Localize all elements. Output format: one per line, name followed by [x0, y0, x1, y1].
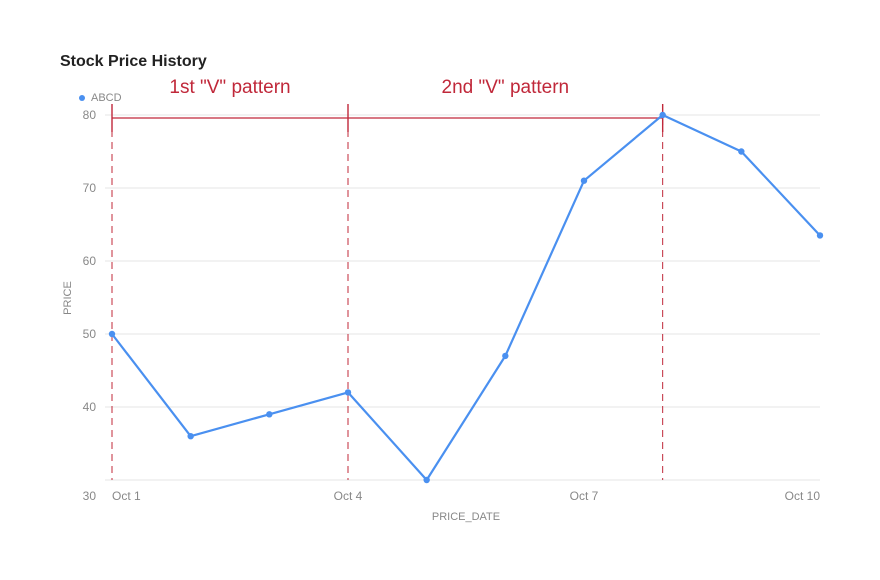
data-point: [345, 389, 351, 395]
data-point: [266, 411, 272, 417]
y-tick-label: 70: [83, 181, 97, 195]
y-axis-label: PRICE: [62, 281, 74, 315]
x-tick-label: Oct 10: [785, 489, 821, 503]
x-axis-label: PRICE_DATE: [432, 511, 500, 523]
y-tick-label: 60: [83, 254, 97, 268]
annotation-label: 2nd "V" pattern: [442, 77, 570, 98]
data-point: [581, 178, 587, 184]
data-point: [109, 331, 115, 337]
data-point: [659, 112, 665, 118]
y-tick-label: 40: [83, 400, 97, 414]
y-tick-label: 50: [83, 327, 97, 341]
x-tick-label: Oct 7: [570, 489, 599, 503]
x-tick-label: Oct 1: [112, 489, 141, 503]
y-tick-label: 80: [83, 108, 97, 122]
x-tick-label: Oct 4: [334, 489, 363, 503]
data-point: [187, 433, 193, 439]
data-point: [502, 353, 508, 359]
annotation-label: 1st "V" pattern: [169, 77, 290, 98]
data-point: [817, 232, 823, 238]
series-line: [112, 115, 820, 480]
data-point: [738, 148, 744, 154]
data-point: [423, 477, 429, 483]
y-tick-label: 30: [83, 489, 97, 503]
